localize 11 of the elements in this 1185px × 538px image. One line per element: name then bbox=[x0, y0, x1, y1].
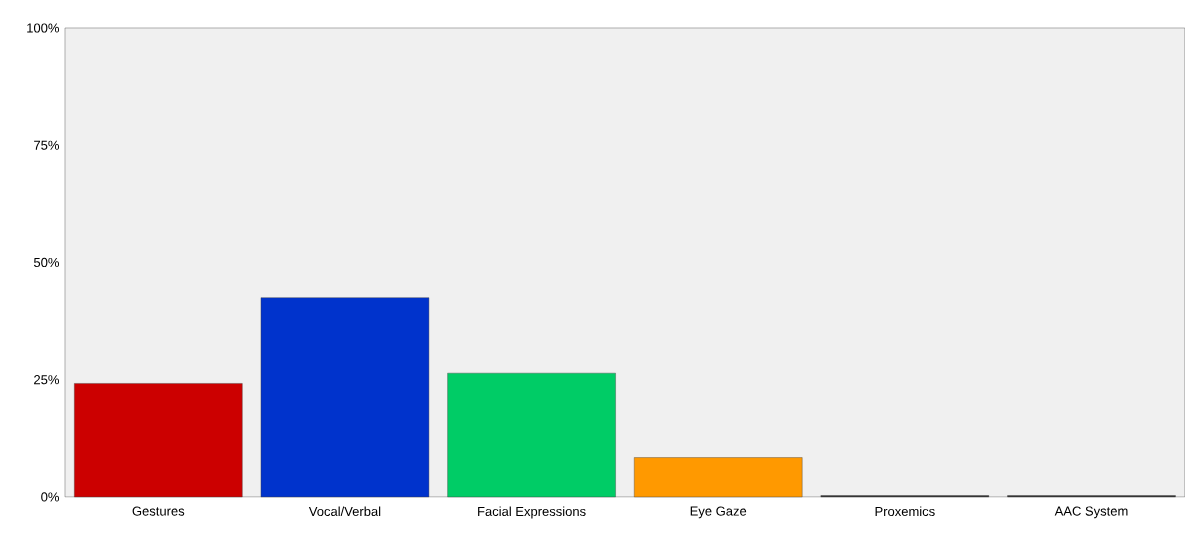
x-tick-label: Gestures bbox=[132, 506, 185, 516]
y-tick-label: 75% bbox=[34, 140, 59, 150]
y-tick-label: 50% bbox=[33, 257, 59, 268]
y-tick-label: 0% bbox=[41, 492, 59, 502]
x-tick-label: Vocal/Verbal bbox=[308, 506, 381, 517]
x-tick-label: Facial Expressions bbox=[478, 506, 586, 519]
y-tick-label: 100% bbox=[27, 23, 59, 33]
x-tick-label: Proxemics bbox=[875, 506, 935, 517]
x-tick-label: Eye Gaze bbox=[690, 506, 747, 519]
y-tick-label: 25% bbox=[34, 375, 59, 385]
x-tick-label: AAC System bbox=[1054, 506, 1128, 519]
